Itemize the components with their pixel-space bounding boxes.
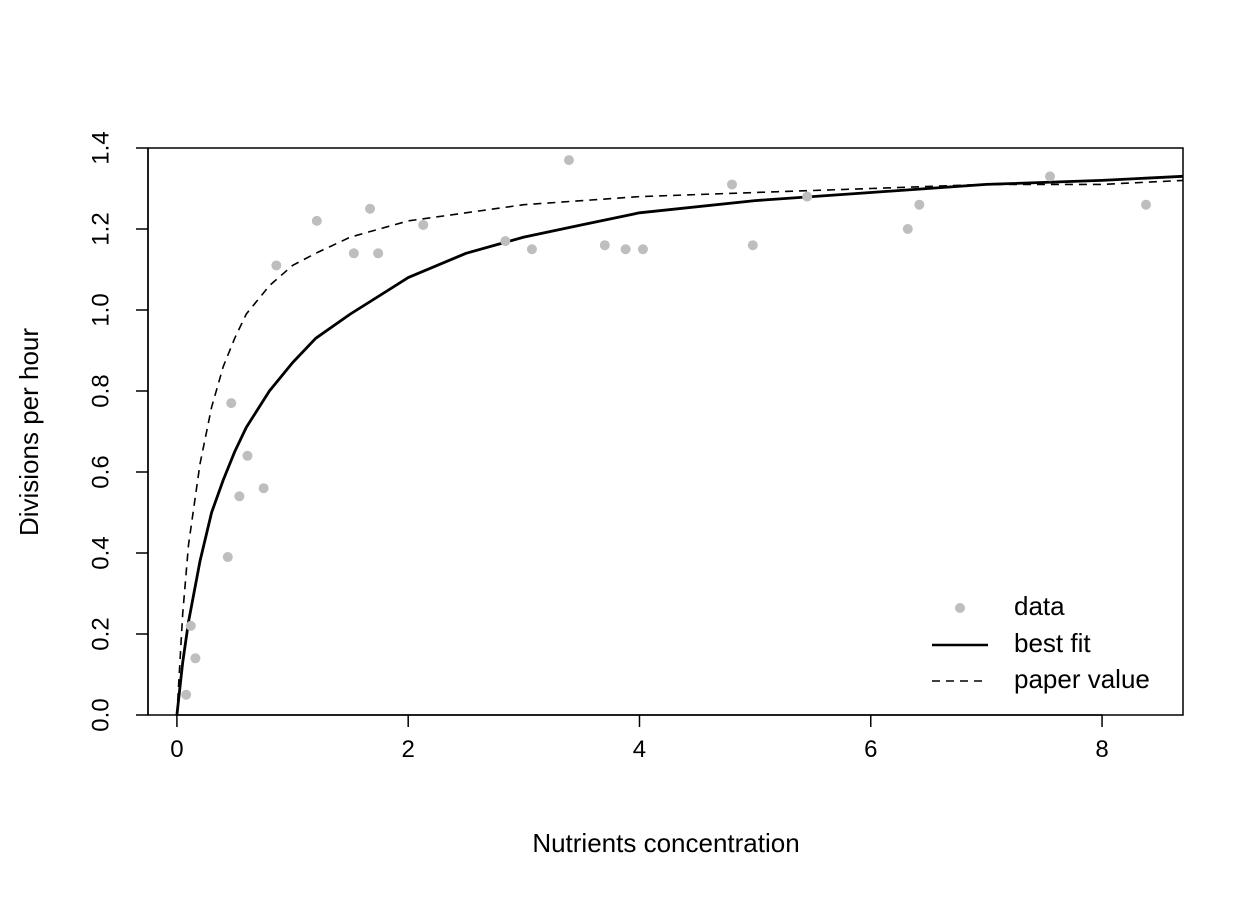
legend: data best fit paper value bbox=[932, 591, 1150, 694]
data-point bbox=[914, 199, 925, 210]
y-axis: 0.0 0.2 0.4 0.6 0.8 1.0 1.2 1.4 bbox=[87, 131, 149, 732]
y-axis-title: Divisions per hour bbox=[14, 328, 44, 536]
x-axis: 0 2 4 6 8 bbox=[170, 714, 1109, 763]
y-tick-label: 1.4 bbox=[87, 131, 114, 164]
data-point bbox=[226, 398, 237, 409]
data-point bbox=[902, 224, 913, 234]
data-point bbox=[311, 215, 322, 226]
data-point bbox=[181, 689, 192, 700]
legend-label-best-fit: best fit bbox=[1014, 628, 1091, 658]
x-tick-label: 6 bbox=[864, 736, 877, 763]
x-tick-label: 2 bbox=[402, 736, 415, 763]
data-point bbox=[242, 450, 253, 461]
x-tick-label: 8 bbox=[1095, 736, 1108, 763]
x-axis-title: Nutrients concentration bbox=[532, 828, 799, 858]
x-tick-label: 0 bbox=[170, 736, 183, 763]
data-point bbox=[1045, 171, 1056, 182]
data-point bbox=[271, 260, 282, 271]
data-point bbox=[500, 236, 511, 247]
data-point bbox=[563, 155, 574, 166]
best-fit-curve bbox=[175, 174, 1184, 716]
data-point bbox=[726, 179, 737, 190]
y-tick-label: 0.2 bbox=[87, 617, 114, 650]
y-tick-label: 0.4 bbox=[87, 536, 114, 569]
y-tick-label: 0.8 bbox=[87, 374, 114, 407]
fit-curves bbox=[175, 174, 1184, 716]
legend-label-data: data bbox=[1014, 591, 1065, 621]
legend-data-marker bbox=[955, 603, 965, 613]
data-point bbox=[258, 483, 269, 494]
y-tick-label: 0.6 bbox=[87, 455, 114, 488]
data-point bbox=[190, 653, 201, 664]
y-tick-label: 0.0 bbox=[87, 698, 114, 731]
y-tick-label: 1.0 bbox=[87, 293, 114, 326]
data-point bbox=[418, 219, 429, 230]
data-point bbox=[599, 240, 610, 251]
data-point bbox=[637, 244, 648, 255]
data-point bbox=[526, 244, 537, 255]
data-point bbox=[222, 552, 233, 563]
data-point bbox=[365, 203, 376, 214]
data-point bbox=[747, 240, 758, 251]
data-point bbox=[373, 248, 384, 259]
data-point bbox=[234, 491, 245, 502]
data-point bbox=[185, 620, 196, 631]
x-tick-label: 4 bbox=[633, 736, 646, 763]
y-tick-label: 1.2 bbox=[87, 212, 114, 245]
data-points bbox=[181, 155, 1151, 700]
data-point bbox=[348, 248, 359, 259]
data-point bbox=[1140, 199, 1151, 210]
paper-value-curve bbox=[176, 179, 1184, 716]
legend-label-paper-value: paper value bbox=[1014, 664, 1150, 694]
data-point bbox=[620, 244, 631, 255]
data-point bbox=[802, 191, 813, 202]
